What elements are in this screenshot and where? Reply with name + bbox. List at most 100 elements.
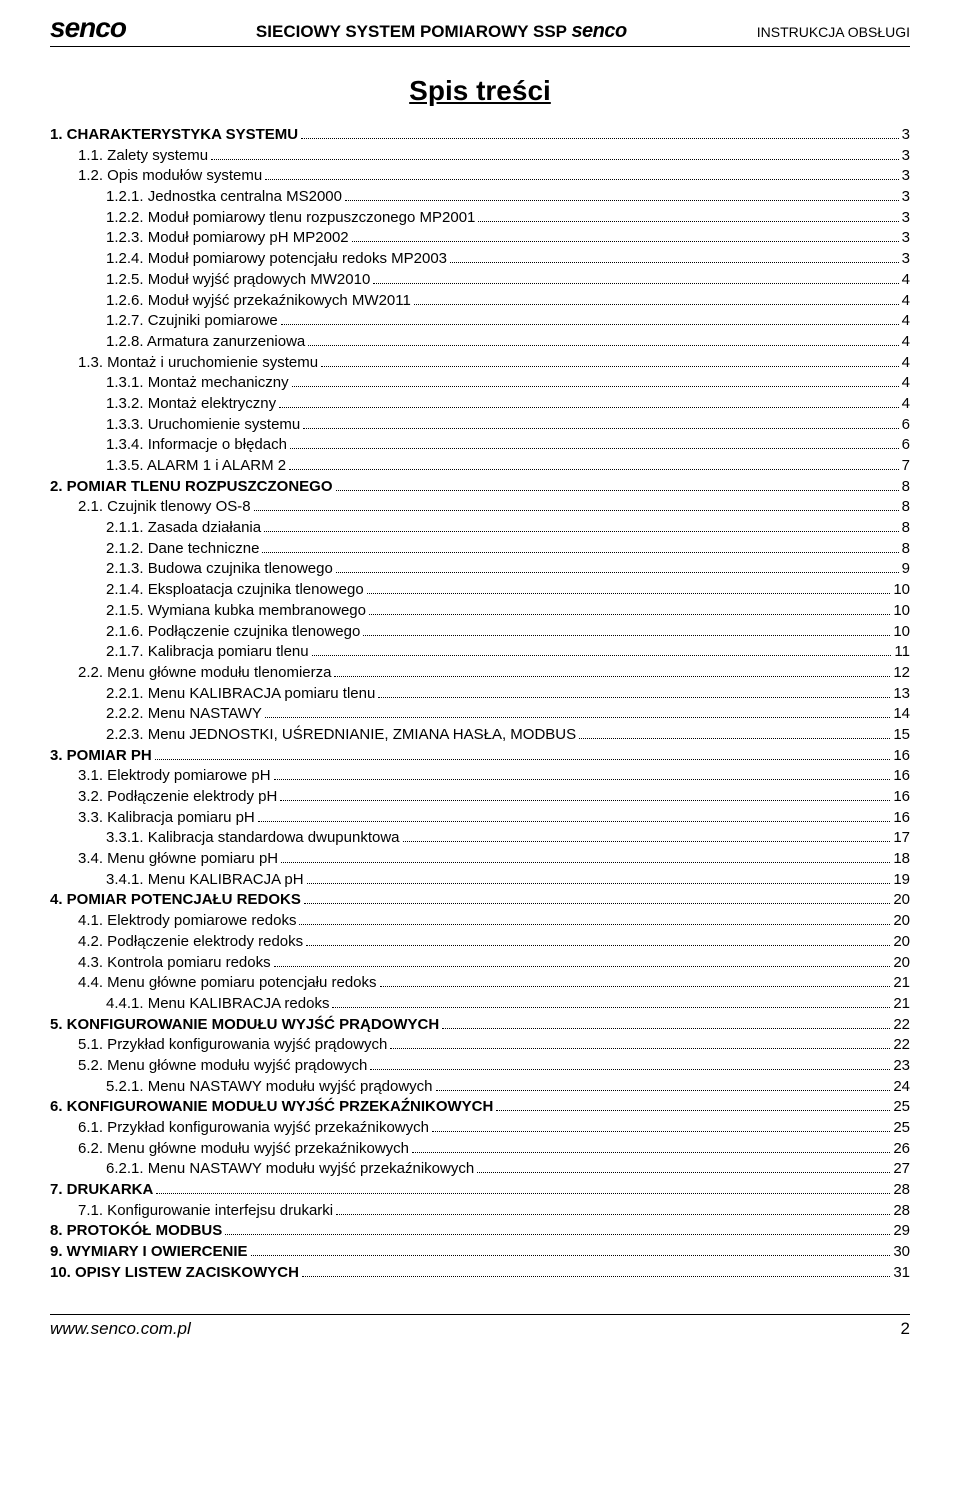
toc-page: 11 <box>894 642 910 663</box>
toc-label: 7.1. Konfigurowanie interfejsu drukarki <box>78 1201 333 1222</box>
toc-row: 1.2.4. Moduł pomiarowy potencjału redoks… <box>50 249 910 270</box>
toc-dots <box>450 262 899 263</box>
toc-row: 4.4.1. Menu KALIBRACJA redoks 21 <box>50 994 910 1015</box>
toc-page: 3 <box>902 249 910 270</box>
toc-dots <box>274 779 891 780</box>
toc-label: 2.1.4. Eksploatacja czujnika tlenowego <box>106 580 364 601</box>
toc-dots <box>345 200 899 201</box>
toc-page: 3 <box>902 166 910 187</box>
toc-page: 4 <box>902 373 910 394</box>
toc-label: 1.2.6. Moduł wyjść przekaźnikowych MW201… <box>106 291 411 312</box>
toc-label: 1.3.2. Montaż elektryczny <box>106 394 276 415</box>
toc-row: 1.2.7. Czujniki pomiarowe 4 <box>50 311 910 332</box>
toc-page: 26 <box>893 1139 910 1160</box>
toc-dots <box>156 1193 890 1194</box>
toc-row: 1.2.6. Moduł wyjść przekaźnikowych MW201… <box>50 291 910 312</box>
toc-row: 1.3. Montaż i uruchomienie systemu 4 <box>50 353 910 374</box>
toc-label: 2. POMIAR TLENU ROZPUSZCZONEGO <box>50 477 333 498</box>
toc-row: 2. POMIAR TLENU ROZPUSZCZONEGO 8 <box>50 477 910 498</box>
toc-dots <box>262 552 898 553</box>
toc-row: 2.1.7. Kalibracja pomiaru tlenu 11 <box>50 642 910 663</box>
toc-dots <box>336 572 899 573</box>
toc-dots <box>332 1007 890 1008</box>
toc-dots <box>321 366 899 367</box>
toc-row: 1.3.4. Informacje o błędach 6 <box>50 435 910 456</box>
toc-row: 1.1. Zalety systemu 3 <box>50 146 910 167</box>
toc-dots <box>403 841 891 842</box>
toc-dots <box>442 1028 890 1029</box>
toc-page: 21 <box>893 994 910 1015</box>
toc-dots <box>274 966 891 967</box>
toc-row: 1.2.2. Moduł pomiarowy tlenu rozpuszczon… <box>50 208 910 229</box>
toc-dots <box>378 697 890 698</box>
toc-dots <box>478 221 898 222</box>
toc-label: 2.1.5. Wymiana kubka membranowego <box>106 601 366 622</box>
toc-dots <box>306 945 890 946</box>
toc-page: 4 <box>902 353 910 374</box>
toc-dots <box>373 283 898 284</box>
toc-row: 2.2.2. Menu NASTAWY 14 <box>50 704 910 725</box>
toc-dots <box>303 428 898 429</box>
toc-dots <box>352 241 899 242</box>
toc-row: 2.2. Menu główne modułu tlenomierza 12 <box>50 663 910 684</box>
toc-row: 4.2. Podłączenie elektrody redoks 20 <box>50 932 910 953</box>
toc-page: 18 <box>893 849 910 870</box>
toc-row: 9. WYMIARY I OWIERCENIE 30 <box>50 1242 910 1263</box>
toc-page: 21 <box>893 973 910 994</box>
toc-row: 1.2. Opis modułów systemu 3 <box>50 166 910 187</box>
toc-dots <box>292 386 899 387</box>
toc-label: 3.1. Elektrody pomiarowe pH <box>78 766 271 787</box>
toc-label: 1.2.8. Armatura zanurzeniowa <box>106 332 305 353</box>
toc-page: 22 <box>893 1035 910 1056</box>
toc-label: 3.4.1. Menu KALIBRACJA pH <box>106 870 304 891</box>
toc-page: 29 <box>893 1221 910 1242</box>
toc-dots <box>290 448 899 449</box>
toc-row: 6. KONFIGUROWANIE MODUŁU WYJŚĆ PRZEKAŹNI… <box>50 1097 910 1118</box>
header-title: SIECIOWY SYSTEM POMIAROWY SSP senco <box>256 20 627 43</box>
toc-page: 4 <box>902 291 910 312</box>
toc-label: 1.2.5. Moduł wyjść prądowych MW2010 <box>106 270 370 291</box>
page-footer: www.senco.com.pl 2 <box>50 1314 910 1339</box>
toc-row: 2.1.5. Wymiana kubka membranowego 10 <box>50 601 910 622</box>
toc-label: 5.1. Przykład konfigurowania wyjść prądo… <box>78 1035 387 1056</box>
toc-page: 20 <box>893 911 910 932</box>
toc-dots <box>289 469 899 470</box>
toc-page: 25 <box>893 1097 910 1118</box>
toc-row: 5.1. Przykład konfigurowania wyjść prądo… <box>50 1035 910 1056</box>
toc-page: 6 <box>902 415 910 436</box>
toc-label: 3.3.1. Kalibracja standardowa dwupunktow… <box>106 828 400 849</box>
toc-dots <box>254 510 899 511</box>
toc-label: 7. DRUKARKA <box>50 1180 153 1201</box>
toc-dots <box>264 531 899 532</box>
toc-label: 1.2. Opis modułów systemu <box>78 166 262 187</box>
toc-page: 27 <box>893 1159 910 1180</box>
toc-page: 23 <box>893 1056 910 1077</box>
toc-label: 2.2.2. Menu NASTAWY <box>106 704 262 725</box>
toc-dots <box>477 1172 890 1173</box>
toc-dots <box>336 490 899 491</box>
toc-dots <box>308 345 898 346</box>
toc-page: 13 <box>893 684 910 705</box>
toc-label: 1.2.1. Jednostka centralna MS2000 <box>106 187 342 208</box>
toc-label: 6. KONFIGUROWANIE MODUŁU WYJŚĆ PRZEKAŹNI… <box>50 1097 493 1118</box>
toc-row: 5. KONFIGUROWANIE MODUŁU WYJŚĆ PRĄDOWYCH… <box>50 1015 910 1036</box>
toc-page: 16 <box>893 746 910 767</box>
toc-row: 7.1. Konfigurowanie interfejsu drukarki … <box>50 1201 910 1222</box>
toc-dots <box>412 1152 890 1153</box>
toc-row: 5.2. Menu główne modułu wyjść prądowych … <box>50 1056 910 1077</box>
toc-page: 24 <box>893 1077 910 1098</box>
toc-label: 6.2. Menu główne modułu wyjść przekaźnik… <box>78 1139 409 1160</box>
toc-page: 12 <box>893 663 910 684</box>
toc-page: 20 <box>893 953 910 974</box>
toc-dots <box>304 903 890 904</box>
toc-dots <box>390 1048 890 1049</box>
toc-dots <box>299 924 890 925</box>
toc-page: 20 <box>893 932 910 953</box>
toc-dots <box>312 655 892 656</box>
toc-page: 16 <box>893 787 910 808</box>
toc-page: 4 <box>902 394 910 415</box>
toc-label: 1.2.3. Moduł pomiarowy pH MP2002 <box>106 228 349 249</box>
toc-row: 5.2.1. Menu NASTAWY modułu wyjść prądowy… <box>50 1077 910 1098</box>
toc-page: 9 <box>902 559 910 580</box>
toc-row: 6.2.1. Menu NASTAWY modułu wyjść przekaź… <box>50 1159 910 1180</box>
